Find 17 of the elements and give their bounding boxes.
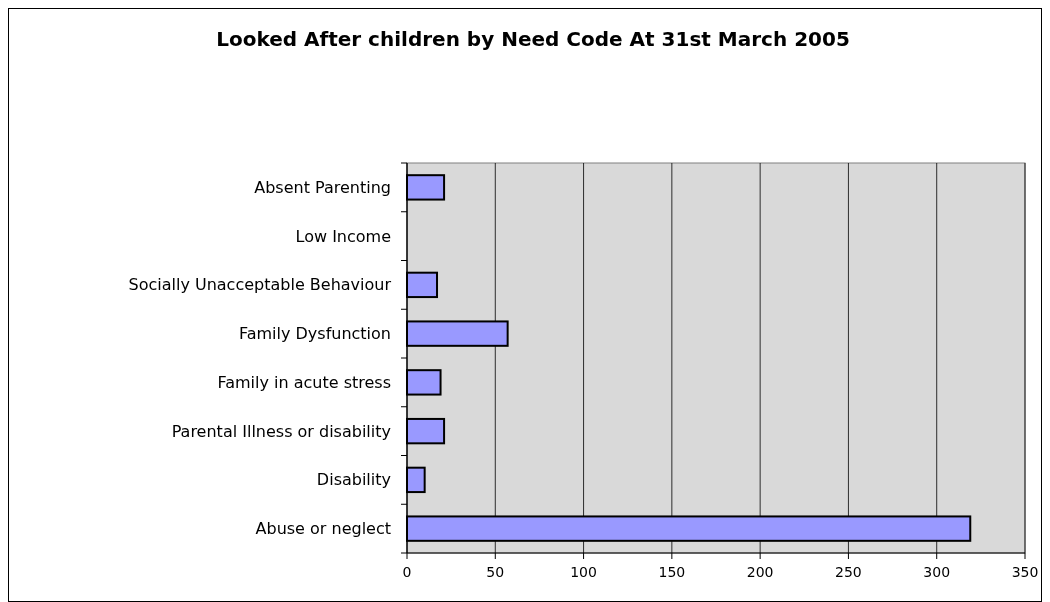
x-tick-label: 150 bbox=[658, 564, 686, 580]
x-tick-label: 100 bbox=[570, 564, 597, 580]
y-tick-label: Family in acute stress bbox=[217, 372, 391, 392]
y-tick-label: Socially Unacceptable Behaviour bbox=[128, 275, 392, 295]
chart-title: Looked After children by Need Code At 31st March 2005 bbox=[216, 27, 850, 51]
x-tick-label: 50 bbox=[486, 564, 505, 580]
x-tick-label: 0 bbox=[402, 564, 412, 580]
x-tick-label: 300 bbox=[923, 564, 951, 580]
y-tick-label: Family Dysfunction bbox=[238, 324, 391, 344]
y-tick-label: Low Income bbox=[295, 226, 391, 246]
y-tick-label: Absent Parenting bbox=[254, 177, 391, 197]
x-tick-label: 250 bbox=[835, 564, 862, 580]
y-tick-label: Parental Illness or disability bbox=[171, 421, 391, 441]
y-tick-label: Abuse or neglect bbox=[255, 519, 391, 539]
x-tick-label: 200 bbox=[746, 564, 774, 580]
y-tick-label: Disability bbox=[316, 470, 391, 490]
x-tick-label: 350 bbox=[1011, 564, 1039, 580]
